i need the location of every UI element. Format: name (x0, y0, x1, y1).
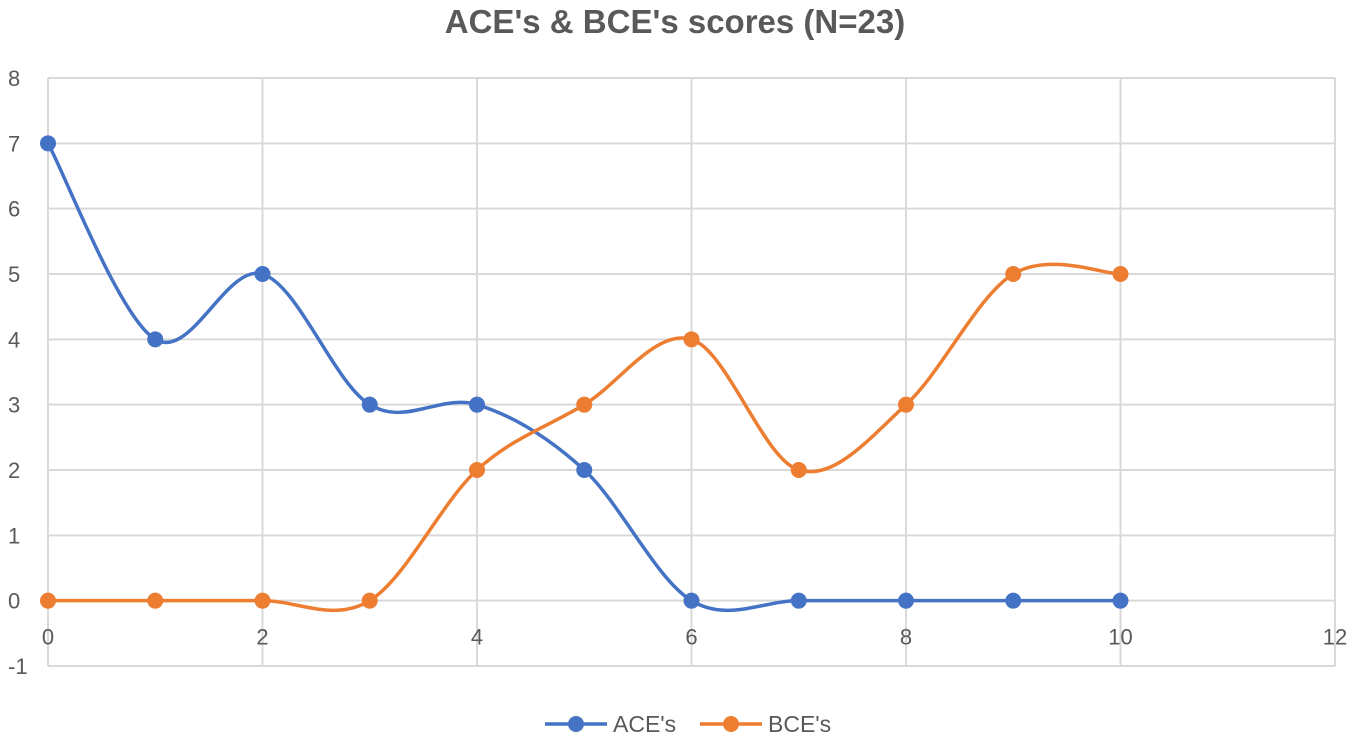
point-bce-s (576, 396, 593, 413)
x-tick-label: 4 (471, 625, 483, 650)
series-markers (40, 135, 1129, 609)
point-bce-s (147, 592, 164, 609)
legend-marker-bce-s (723, 716, 739, 732)
x-tick-label: 10 (1108, 625, 1132, 650)
point-ace-s (254, 266, 271, 282)
y-tick-label: 1 (8, 523, 20, 548)
x-tick-label: 6 (685, 625, 697, 650)
x-tick-label: 2 (256, 625, 268, 650)
point-ace-s (40, 135, 56, 152)
point-ace-s (790, 592, 807, 609)
point-ace-s (469, 396, 485, 413)
y-tick-label: -1 (8, 654, 28, 679)
y-tick-label: 3 (8, 393, 20, 418)
series-line-bce-s (46, 262, 1123, 613)
y-tick-label: 7 (8, 131, 20, 156)
y-tick-label: 4 (8, 327, 20, 352)
point-bce-s (469, 462, 485, 478)
point-ace-s (1005, 592, 1022, 609)
legend-label-bce-s: BCE's (768, 711, 831, 737)
point-ace-s (1112, 592, 1129, 609)
point-bce-s (254, 592, 271, 609)
point-ace-s (147, 331, 164, 348)
point-bce-s (1112, 266, 1129, 282)
y-tick-label: 5 (8, 262, 20, 287)
point-bce-s (40, 592, 56, 609)
chart-title: ACE's & BCE's scores (N=23) (444, 3, 906, 40)
point-ace-s (898, 592, 914, 609)
y-tick-label: 0 (8, 589, 20, 614)
gridlines (47, 77, 1336, 667)
point-ace-s (576, 462, 593, 478)
y-tick-label: 6 (8, 197, 20, 222)
point-bce-s (1005, 266, 1022, 282)
x-tick-label: 12 (1323, 625, 1347, 650)
x-tick-label: 0 (42, 625, 54, 650)
legend-label-ace-s: ACE's (613, 711, 676, 737)
series-line-ace-s (46, 141, 1123, 613)
point-bce-s (790, 462, 807, 478)
series-lines (46, 141, 1123, 613)
point-bce-s (683, 331, 700, 348)
point-bce-s (898, 396, 914, 413)
y-tick-label: 8 (8, 66, 20, 91)
point-ace-s (361, 396, 378, 413)
x-tick-label: 8 (900, 625, 912, 650)
legend: ACE's BCE's (545, 711, 831, 737)
y-tick-label: 2 (8, 458, 20, 483)
point-ace-s (683, 592, 700, 609)
point-bce-s (361, 592, 378, 609)
legend-marker-ace-s (568, 716, 584, 732)
